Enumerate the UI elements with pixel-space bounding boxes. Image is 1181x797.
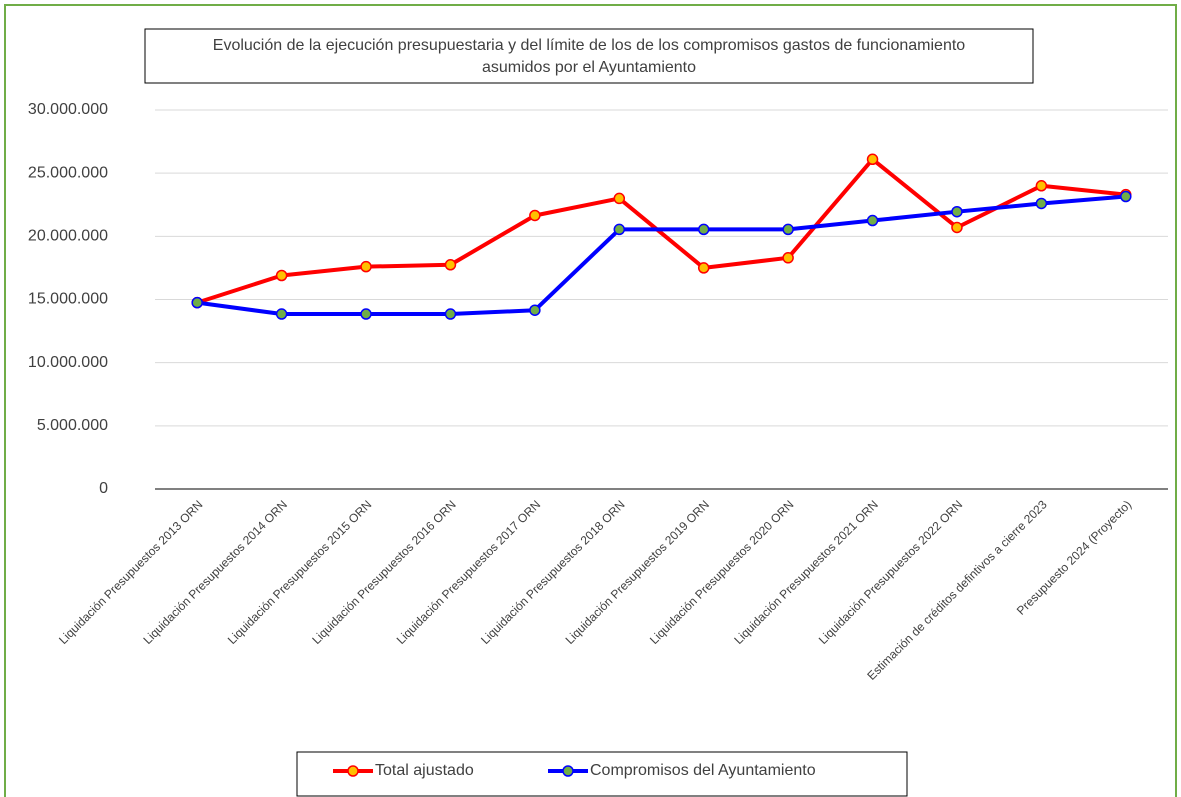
- data-point: [1120, 190, 1132, 203]
- x-tick-label: Liquidación Presupuestos 2022 ORN: [816, 497, 966, 647]
- x-tick-label: Liquidación Presupuestos 2017 ORN: [394, 497, 544, 647]
- legend-marker: [562, 765, 574, 777]
- data-point: [613, 223, 626, 236]
- x-tick-label: Liquidación Presupuestos 2018 ORN: [478, 497, 628, 647]
- data-point: [1035, 197, 1048, 210]
- data-point: [866, 153, 879, 166]
- data-point: [529, 209, 541, 222]
- data-point: [275, 269, 288, 282]
- legend-box: [296, 751, 908, 797]
- series-line: [196, 157, 1127, 305]
- legend-label: Total ajustado: [375, 762, 474, 779]
- y-tick-label: 10.000.000: [28, 354, 108, 371]
- y-tick-label: 25.000.000: [28, 164, 108, 181]
- series-line: [196, 194, 1126, 317]
- chart-title: Evolución de la ejecución presupuestaria…: [213, 37, 966, 54]
- data-point: [613, 192, 626, 205]
- data-point: [782, 223, 794, 236]
- x-tick-label: Liquidación Presupuestos 2015 ORN: [225, 497, 375, 647]
- data-point: [360, 308, 372, 320]
- y-tick-label: 20.000.000: [28, 228, 108, 245]
- x-tick-label: Liquidación Presupuestos 2016 ORN: [309, 497, 459, 647]
- chart-border: [4, 4, 1177, 797]
- x-tick-label: Liquidación Presupuestos 2014 ORN: [140, 497, 290, 647]
- data-point: [444, 308, 457, 320]
- y-tick-label: 30.000.000: [28, 101, 108, 118]
- data-point: [191, 296, 203, 309]
- data-point: [951, 205, 963, 218]
- x-tick-label: Liquidación Presupuestos 2020 ORN: [647, 497, 797, 647]
- x-tick-label: Liquidación Presupuestos 2013 ORN: [56, 497, 206, 647]
- x-tick-label: Estimación de créditos defintivos a cier…: [864, 497, 1050, 683]
- data-point: [444, 259, 457, 271]
- data-point: [697, 223, 710, 236]
- data-point: [782, 252, 794, 264]
- y-tick-label: 5.000.000: [37, 417, 108, 434]
- data-point: [866, 214, 879, 227]
- legend-label: Compromisos del Ayuntamiento: [590, 762, 816, 779]
- y-tick-label: 15.000.000: [28, 291, 108, 308]
- data-point: [275, 308, 288, 320]
- legend-marker: [347, 765, 359, 777]
- x-tick-label: Liquidación Presupuestos 2021 ORN: [731, 497, 881, 647]
- data-point: [697, 262, 710, 274]
- data-point: [951, 221, 963, 234]
- data-point: [1035, 180, 1048, 192]
- data-point: [529, 304, 541, 316]
- title-box: [144, 28, 1034, 84]
- x-tick-label: Liquidación Presupuestos 2019 ORN: [563, 497, 713, 647]
- data-point: [360, 260, 372, 273]
- chart-title: asumidos por el Ayuntamiento: [482, 59, 696, 76]
- y-tick-label: 0: [99, 480, 108, 497]
